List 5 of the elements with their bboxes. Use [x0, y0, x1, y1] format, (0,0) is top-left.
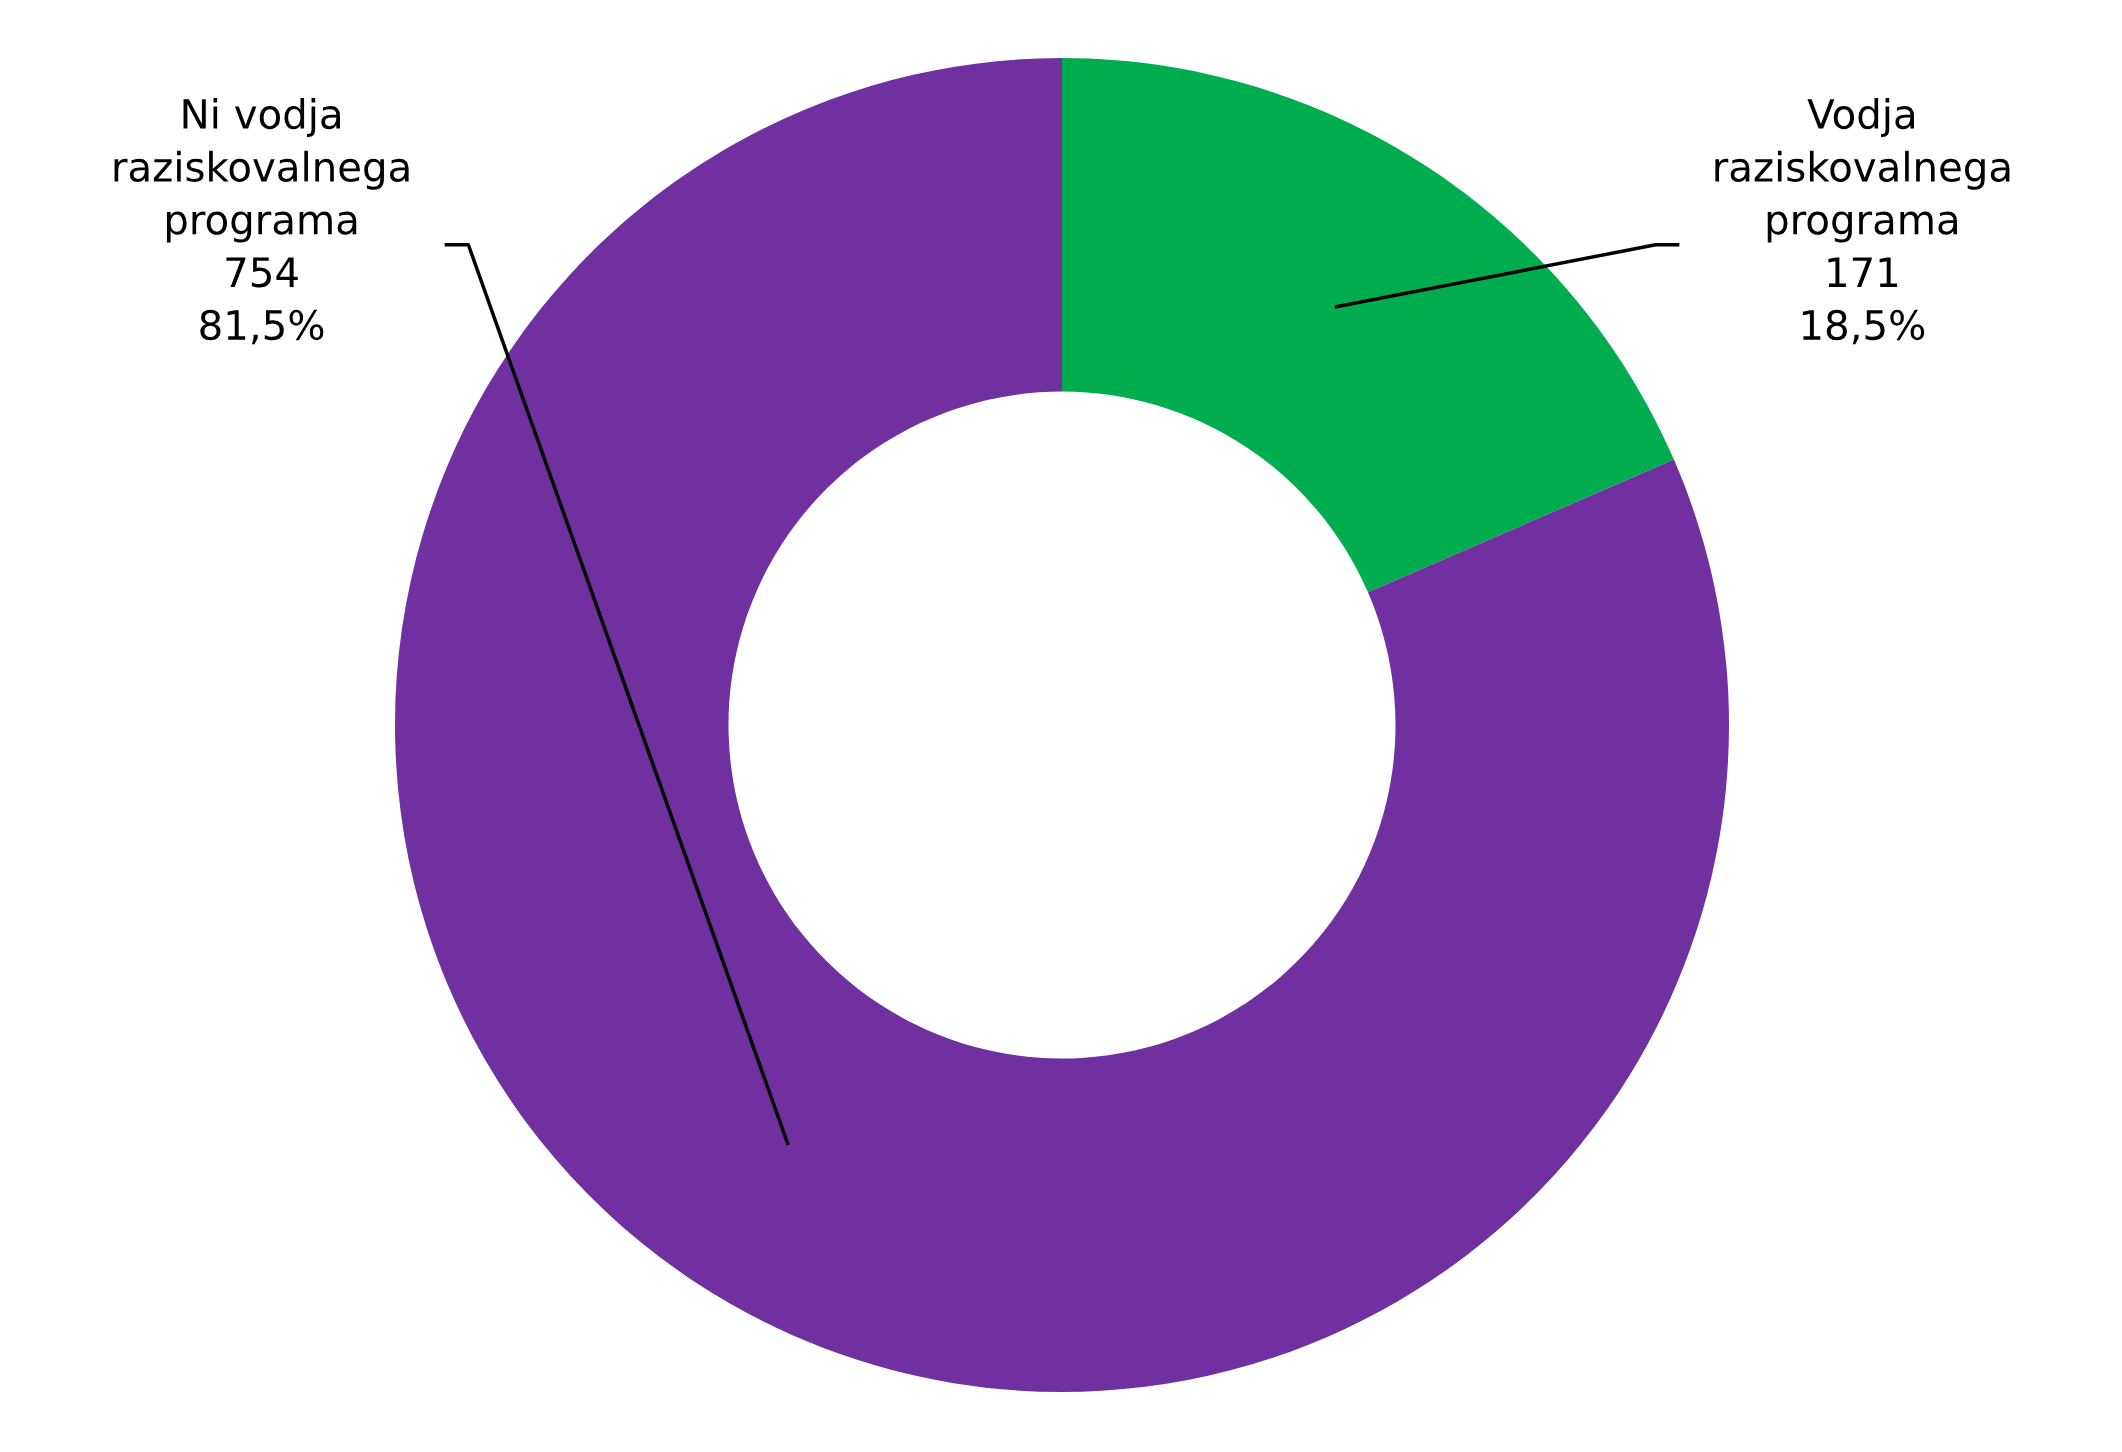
slice-label: Vodja raziskovalnega programa [1715, 98, 2010, 243]
data-label: 171 18,5% [1802, 257, 1925, 345]
slice-label: Ni vodja raziskovalnega programa [114, 98, 409, 243]
data-label: 754 81,5% [200, 257, 324, 345]
donut-slice [1062, 58, 1674, 593]
